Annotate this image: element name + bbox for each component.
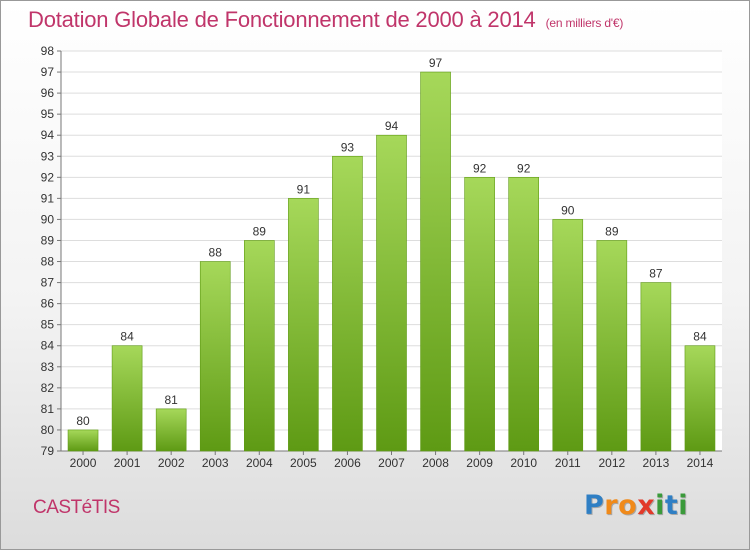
bar-2010 [508, 177, 540, 452]
data-label-2008: 97 [429, 56, 443, 70]
y-tick-label: 85 [41, 318, 55, 332]
data-label-2006: 93 [341, 140, 355, 154]
commune-name: CASTéTIS [33, 497, 120, 518]
bar-2000 [67, 429, 99, 452]
y-tick-label: 89 [41, 233, 55, 247]
data-label-2013: 87 [649, 267, 663, 281]
y-tick-label: 92 [41, 170, 55, 184]
y-tick-label: 83 [41, 360, 55, 374]
bar-2012 [596, 240, 628, 452]
data-label-2011: 90 [561, 203, 575, 217]
y-tick-label: 93 [41, 149, 55, 163]
x-tick-label-2010: 2010 [510, 456, 537, 470]
data-label-2005: 91 [297, 182, 311, 196]
x-tick-label-2004: 2004 [246, 456, 273, 470]
x-tick-label-2003: 2003 [202, 456, 229, 470]
logo-letter: t [664, 490, 679, 521]
x-tick-label-2011: 2011 [555, 456, 581, 470]
x-tick-label-2000: 2000 [70, 456, 97, 470]
chart-title-text: Dotation Globale de Fonctionnement de 20… [28, 7, 536, 32]
logo-letter: i [655, 490, 665, 521]
data-label-2000: 80 [76, 414, 90, 428]
bar-2002 [155, 408, 187, 452]
data-label-2012: 89 [605, 224, 619, 238]
x-tick-label-2002: 2002 [158, 456, 185, 470]
y-tick-label: 96 [41, 86, 55, 100]
y-tick-label: 86 [41, 297, 55, 311]
bar-2005 [288, 198, 319, 452]
bar-2013 [640, 282, 672, 452]
data-label-2002: 81 [164, 393, 178, 407]
x-tick-label-2007: 2007 [378, 456, 405, 470]
logo-letter: x [637, 490, 656, 521]
y-tick-label: 95 [41, 107, 55, 121]
x-tick-label-2014: 2014 [687, 456, 714, 470]
data-label-2010: 92 [517, 161, 531, 175]
y-tick-label: 90 [41, 212, 55, 226]
x-tick-label-2013: 2013 [643, 456, 670, 470]
x-tick-label-2008: 2008 [422, 456, 449, 470]
bar-2009 [464, 177, 495, 452]
bar-2006 [332, 155, 363, 452]
data-label-2009: 92 [473, 161, 487, 175]
y-tick-label: 84 [41, 339, 55, 353]
y-tick-label: 98 [41, 44, 55, 58]
data-label-2007: 94 [385, 119, 399, 133]
bar-2004 [244, 240, 275, 452]
logo-letter: i [678, 490, 689, 521]
bar-2014 [684, 345, 716, 452]
x-tick-label-2001: 2001 [114, 456, 141, 470]
y-tick-label: 82 [41, 381, 55, 395]
x-tick-label-2012: 2012 [598, 456, 625, 470]
data-label-2001: 84 [120, 330, 134, 344]
y-tick-label: 91 [41, 191, 55, 205]
data-label-2014: 84 [693, 330, 707, 344]
y-tick-label: 88 [41, 255, 55, 269]
proxiti-logo: Proxiti [584, 490, 688, 521]
y-tick-label: 97 [41, 65, 55, 79]
data-label-2003: 88 [209, 246, 223, 260]
chart-title: Dotation Globale de Fonctionnement de 20… [28, 7, 623, 33]
bar-2008 [420, 71, 451, 452]
y-tick-label: 80 [41, 423, 55, 437]
bar-2003 [199, 261, 231, 452]
logo-letter: o [618, 490, 638, 521]
data-label-2004: 89 [253, 224, 267, 238]
y-tick-label: 87 [41, 276, 55, 290]
bar-2001 [111, 345, 143, 452]
y-tick-label: 79 [41, 444, 55, 458]
x-tick-label-2006: 2006 [334, 456, 361, 470]
bar-2011 [552, 219, 584, 452]
y-tick-label: 94 [41, 128, 55, 142]
bar-2007 [376, 134, 407, 452]
x-tick-label-2005: 2005 [290, 456, 317, 470]
x-tick-label-2009: 2009 [466, 456, 493, 470]
y-tick-label: 81 [41, 402, 55, 416]
chart-unit: (en milliers d'€) [545, 16, 624, 30]
logo-letter: P [584, 490, 605, 521]
logo-letter: r [604, 490, 619, 521]
